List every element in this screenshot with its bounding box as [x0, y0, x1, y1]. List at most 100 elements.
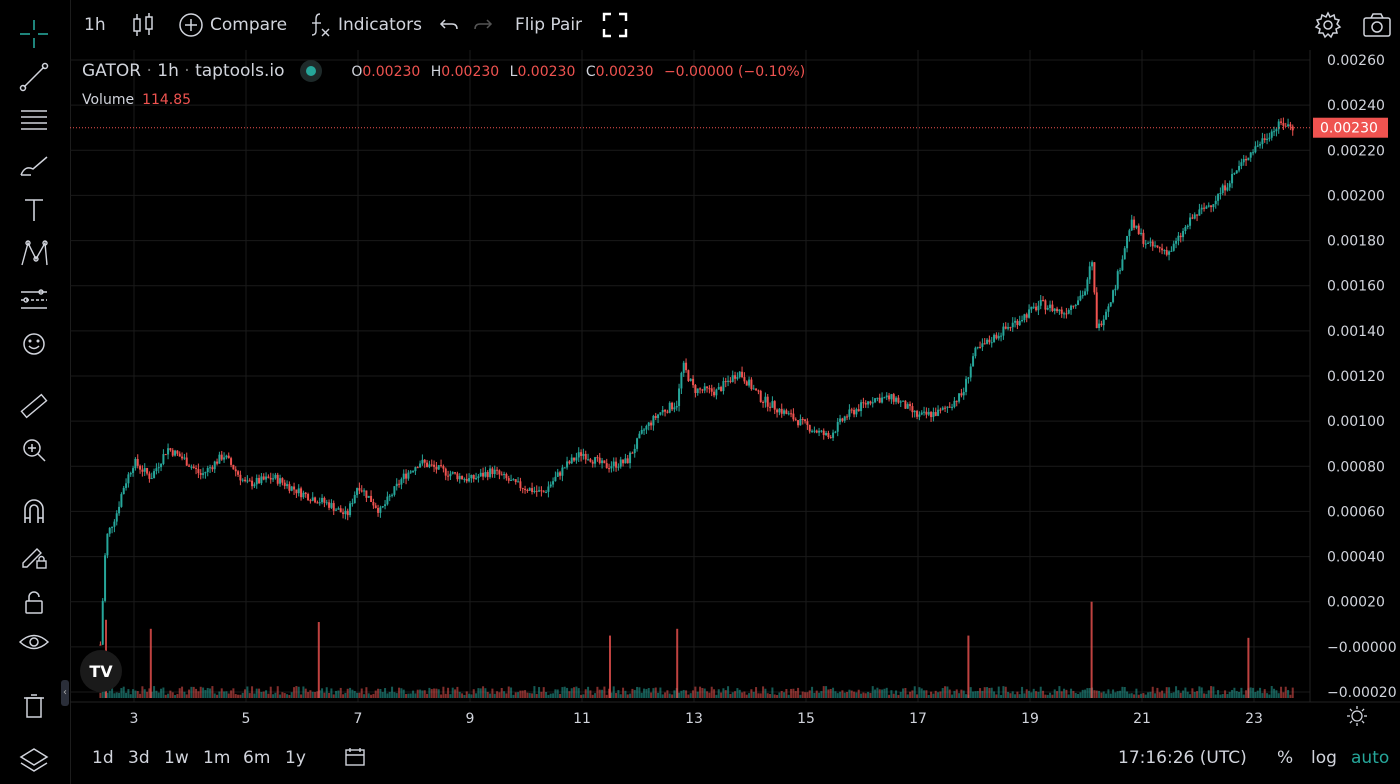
volume-bar — [162, 687, 165, 698]
candle-body — [1254, 146, 1257, 153]
indicators-button[interactable]: Indicators — [308, 0, 422, 50]
candle-body — [335, 509, 338, 511]
volume-bar — [498, 692, 501, 698]
volume-bar — [822, 686, 825, 698]
ruler-icon[interactable] — [14, 388, 54, 424]
volume-bar — [780, 690, 783, 698]
candle-body — [773, 401, 776, 410]
pattern-icon[interactable] — [14, 236, 54, 272]
range-1y[interactable]: 1y — [285, 748, 306, 768]
candle-body — [895, 397, 898, 402]
camera-icon[interactable] — [1362, 0, 1398, 50]
candle-body — [1233, 173, 1236, 175]
volume-bar — [337, 690, 340, 698]
utc-clock[interactable]: 17:16:26 (UTC) — [1118, 748, 1247, 768]
unlock-icon[interactable] — [14, 584, 54, 620]
candle-body — [1074, 304, 1077, 307]
volume-bar — [713, 689, 716, 698]
candle-body — [290, 486, 293, 491]
candle-body — [143, 468, 146, 472]
candle-body — [475, 478, 478, 480]
candle-body — [944, 407, 947, 409]
trend-line-icon[interactable] — [14, 58, 54, 94]
x-tick-label: 7 — [354, 711, 363, 727]
range-1d[interactable]: 1d — [92, 748, 114, 768]
candle-body — [995, 334, 998, 339]
volume-bar — [640, 692, 643, 698]
candle-body — [764, 396, 767, 403]
volume-bar — [888, 694, 891, 698]
undo-icon[interactable] — [438, 0, 466, 50]
candle-body — [507, 478, 510, 481]
lock-drawing-icon[interactable] — [14, 538, 54, 574]
range-6m[interactable]: 6m — [243, 748, 271, 768]
fullscreen-icon[interactable] — [602, 0, 634, 50]
volume-bar — [1060, 691, 1063, 698]
volume-spike — [967, 635, 970, 698]
eye-icon[interactable] — [14, 626, 54, 662]
volume-bar — [673, 690, 676, 698]
volume-bar — [811, 686, 814, 698]
candle-body — [797, 420, 800, 426]
candle-body — [281, 478, 284, 483]
redo-icon[interactable] — [472, 0, 500, 50]
settings-gear-icon[interactable] — [1314, 0, 1348, 50]
volume-bar — [482, 686, 485, 698]
zoom-in-icon[interactable] — [14, 432, 54, 468]
compare-button[interactable]: Compare — [178, 0, 287, 50]
fib-lines-icon[interactable] — [14, 102, 54, 138]
goto-date-icon[interactable] — [344, 746, 366, 773]
range-1m[interactable]: 1m — [203, 748, 231, 768]
emoji-icon[interactable] — [14, 326, 54, 362]
candle-body — [489, 468, 492, 477]
candle-body — [1249, 152, 1252, 158]
layers-icon[interactable] — [14, 742, 54, 778]
candle-body — [297, 488, 300, 494]
candle-body — [367, 495, 370, 498]
axis-settings-icon[interactable] — [1347, 706, 1367, 726]
magnet-icon[interactable] — [14, 494, 54, 530]
volume-bar — [988, 687, 991, 698]
close-value: 0.00230 — [595, 64, 654, 80]
collapse-toolbar-handle[interactable]: ‹ — [61, 680, 69, 706]
volume-bar — [801, 691, 804, 698]
volume-bar — [1077, 693, 1080, 698]
fx-icon — [311, 13, 330, 37]
volume-bar — [1158, 692, 1161, 698]
range-1w[interactable]: 1w — [164, 748, 189, 768]
auto-toggle[interactable]: auto — [1351, 748, 1390, 768]
volume-bar — [99, 692, 102, 698]
legend-symbol[interactable]: GATOR — [82, 61, 142, 81]
price-chart[interactable]: 0.00260 0.00240 0.00220 0.00200 0.00180 0.001… — [70, 50, 1400, 740]
text-icon[interactable] — [14, 192, 54, 228]
flip-pair-button[interactable]: Flip Pair — [515, 0, 582, 50]
candle-body — [668, 402, 671, 413]
volume-bar — [1282, 692, 1285, 698]
volume-bar — [122, 686, 125, 698]
candle-body — [414, 467, 417, 472]
percent-toggle[interactable]: % — [1277, 748, 1294, 768]
candle-body — [582, 453, 585, 456]
candle-body — [960, 393, 963, 396]
forecast-icon[interactable] — [14, 282, 54, 318]
candles-icon[interactable] — [128, 0, 164, 50]
tradingview-logo[interactable]: TV — [80, 650, 122, 692]
interval-button[interactable]: 1h — [84, 0, 106, 50]
volume-bar — [244, 689, 247, 698]
volume-bar — [755, 687, 758, 698]
brush-icon[interactable] — [14, 148, 54, 184]
log-toggle[interactable]: log — [1311, 748, 1337, 768]
volume-bar — [388, 691, 391, 698]
volume-bar — [386, 693, 389, 698]
candle-body — [1280, 121, 1283, 123]
candle-body — [563, 467, 566, 469]
candle-body — [925, 411, 928, 415]
volume-bar — [654, 687, 657, 698]
candle-body — [673, 407, 676, 410]
volume-bar — [1002, 686, 1005, 698]
trash-icon[interactable] — [14, 688, 54, 724]
crosshair-icon[interactable] — [14, 16, 54, 52]
range-3d[interactable]: 3d — [128, 748, 150, 768]
candle-body — [232, 464, 235, 470]
candle-body — [1007, 327, 1010, 329]
